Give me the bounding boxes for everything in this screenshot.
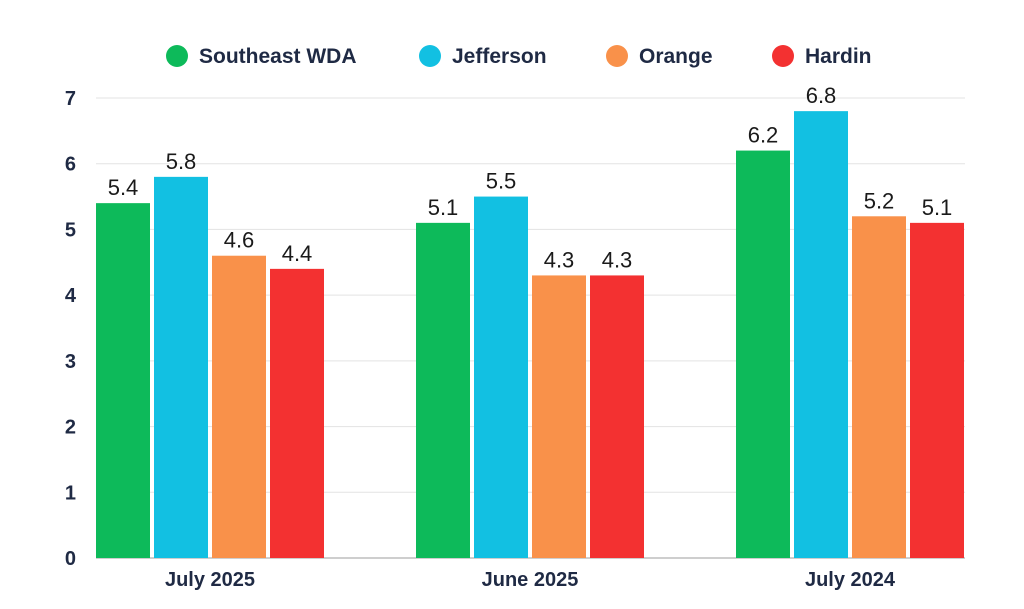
legend-swatch — [772, 45, 794, 67]
data-label: 5.4 — [108, 175, 139, 200]
bar-southeast-wda-july-2024 — [736, 150, 790, 559]
bar-orange-july-2024 — [852, 216, 906, 559]
data-label: 4.6 — [224, 228, 255, 253]
legend-label: Orange — [639, 45, 713, 68]
data-label: 6.2 — [748, 123, 779, 148]
x-category-label: July 2024 — [805, 569, 896, 591]
data-label: 5.1 — [922, 195, 953, 220]
y-tick-label: 1 — [65, 482, 76, 504]
data-label: 5.1 — [428, 195, 459, 220]
legend: Southeast WDA Jefferson Orange Hardin — [166, 45, 872, 68]
data-label: 5.5 — [486, 169, 517, 194]
bar-hardin-july-2025 — [270, 268, 324, 558]
bar-orange-june-2025 — [532, 275, 586, 558]
legend-item-hardin: Hardin — [772, 45, 872, 68]
y-tick-label: 0 — [65, 548, 76, 570]
bar-southeast-wda-june-2025 — [416, 222, 470, 558]
y-tick-label: 4 — [65, 285, 77, 307]
legend-swatch — [419, 45, 441, 67]
legend-swatch — [606, 45, 628, 67]
y-tick-label: 2 — [65, 417, 76, 439]
data-label: 4.3 — [544, 247, 575, 272]
y-axis-ticks: 0 1 2 3 4 5 6 7 — [65, 88, 77, 570]
bar-hardin-june-2025 — [590, 275, 644, 558]
x-axis-categories: July 2025 June 2025 July 2024 — [165, 569, 896, 591]
x-category-label: June 2025 — [482, 569, 579, 591]
bar-hardin-july-2024 — [910, 222, 964, 558]
data-label: 4.4 — [282, 241, 313, 266]
data-labels: 5.4 5.8 4.6 4.4 5.1 5.5 4.3 4.3 6.2 6.8 5.2 5.1 — [108, 83, 953, 272]
legend-item-southeast-wda: Southeast WDA — [166, 45, 357, 68]
y-tick-label: 6 — [65, 154, 76, 176]
legend-label: Jefferson — [452, 45, 547, 68]
data-label: 4.3 — [602, 247, 633, 272]
x-category-label: July 2025 — [165, 569, 255, 591]
legend-item-orange: Orange — [606, 45, 713, 68]
bar-southeast-wda-july-2025 — [96, 203, 150, 558]
data-label: 5.2 — [864, 188, 895, 213]
data-label: 5.8 — [166, 149, 197, 174]
bars — [96, 111, 964, 559]
bar-jefferson-july-2025 — [154, 176, 208, 558]
bar-orange-july-2025 — [212, 255, 266, 558]
legend-swatch — [166, 45, 188, 67]
bar-jefferson-july-2024 — [794, 111, 848, 559]
legend-label: Hardin — [805, 45, 872, 68]
legend-item-jefferson: Jefferson — [419, 45, 547, 68]
y-tick-label: 7 — [65, 88, 76, 110]
legend-label: Southeast WDA — [199, 45, 357, 68]
bar-jefferson-june-2025 — [474, 196, 528, 559]
y-tick-label: 3 — [65, 351, 76, 373]
y-tick-label: 5 — [65, 219, 76, 241]
data-label: 6.8 — [806, 83, 837, 108]
